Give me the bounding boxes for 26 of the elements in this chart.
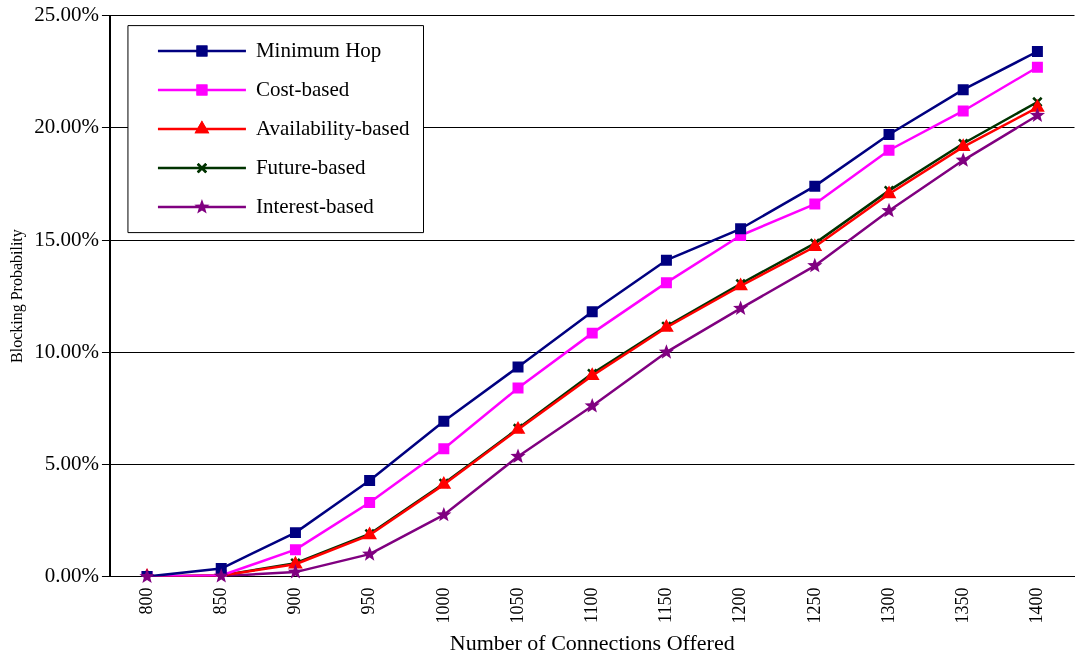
- x-tick-label: 1350: [951, 587, 972, 624]
- x-tick-label: 800: [135, 587, 156, 615]
- y-tick-label: 5.00%: [44, 450, 99, 475]
- x-tick-label: 1400: [1026, 587, 1047, 624]
- x-tick-label: 950: [358, 587, 379, 615]
- y-tick-label: 20.00%: [34, 114, 99, 139]
- y-tick-label: 10.00%: [34, 338, 99, 363]
- x-tick-label: 1100: [580, 587, 601, 623]
- x-tick-label: 1300: [877, 587, 898, 624]
- x-axis-title: Number of Connections Offered: [449, 629, 735, 655]
- x-tick-label: 1050: [506, 587, 527, 624]
- y-axis-title: Blocking Probability: [7, 229, 26, 363]
- y-tick-label: 15.00%: [34, 226, 99, 251]
- legend-label: Availability-based: [255, 115, 411, 140]
- legend-label: Cost-based: [255, 76, 350, 101]
- x-tick-label: 1000: [432, 587, 453, 624]
- legend-label: Interest-based: [255, 193, 375, 218]
- y-tick-label: 25.00%: [34, 2, 99, 27]
- legend-label: Future-based: [255, 154, 367, 179]
- x-tick-label: 1200: [729, 587, 750, 624]
- x-tick-label: 850: [209, 587, 230, 615]
- x-tick-label: 1250: [803, 587, 824, 624]
- x-tick-label: 900: [284, 587, 305, 615]
- x-tick-label: 1150: [655, 587, 676, 623]
- y-tick-label: 0.00%: [44, 563, 99, 588]
- legend-label: Minimum Hop: [255, 37, 382, 62]
